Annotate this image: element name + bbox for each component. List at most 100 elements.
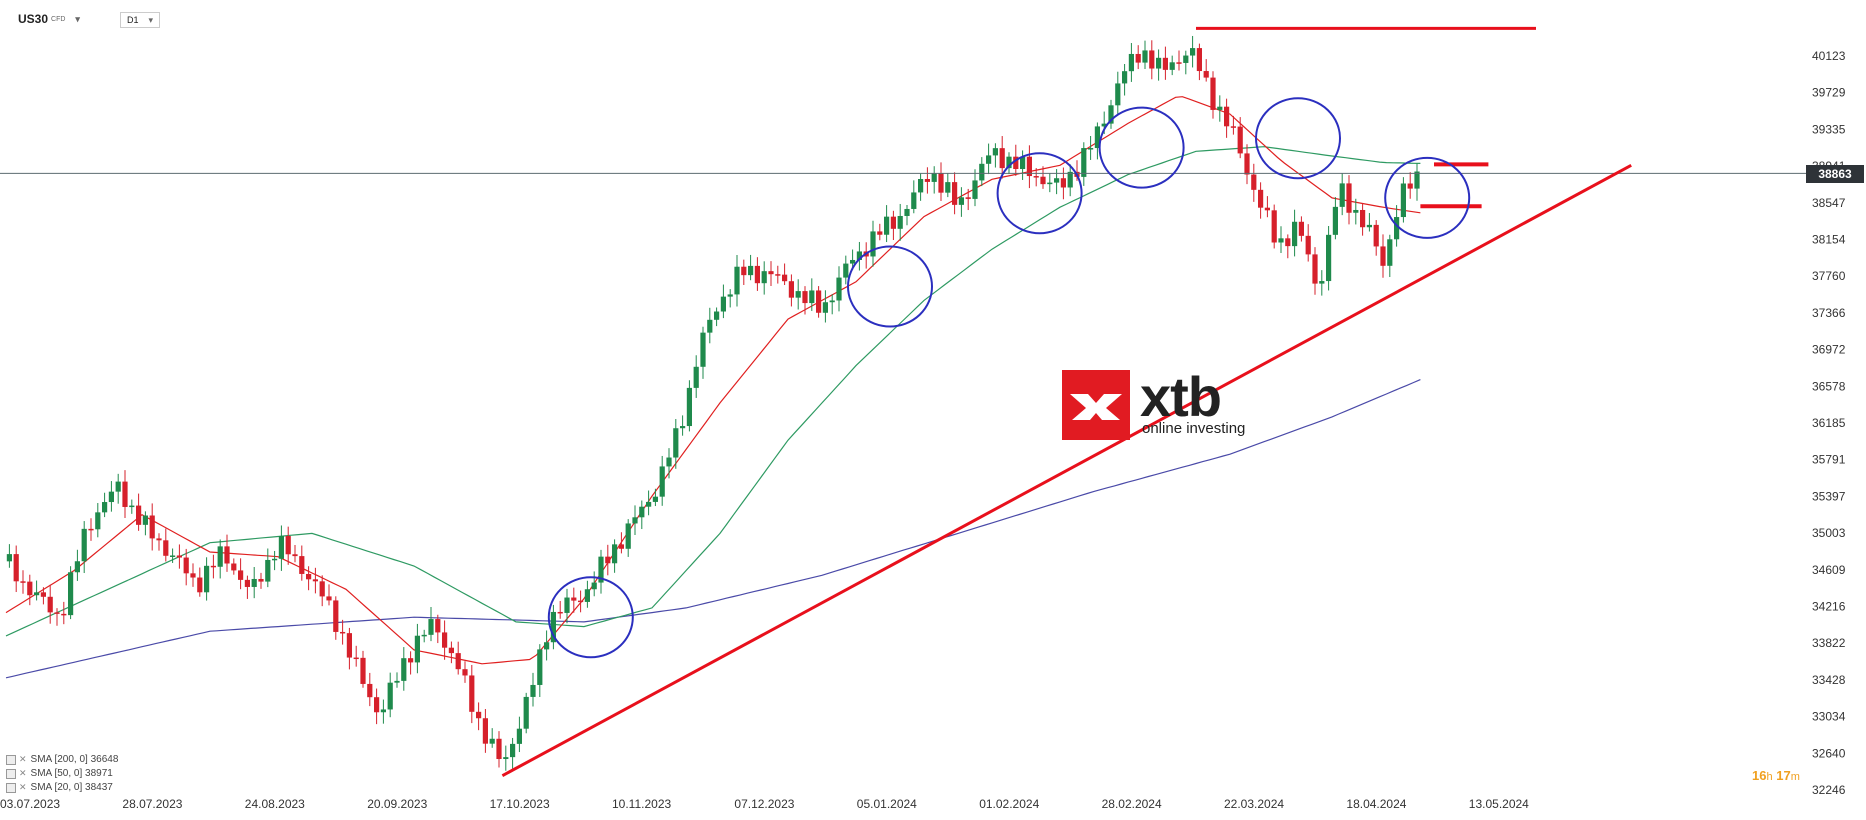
candle-body	[469, 675, 475, 712]
candle-body	[312, 579, 318, 582]
candle-body	[374, 697, 380, 713]
candle-body	[578, 600, 584, 603]
timer-minutes: 17	[1776, 768, 1791, 783]
y-tick-label: 37760	[1812, 269, 1846, 283]
candle-body	[632, 517, 638, 524]
candle-body	[612, 544, 618, 564]
indicator-settings-icon[interactable]	[6, 754, 16, 765]
candle-body	[1060, 178, 1066, 188]
candle-body	[965, 197, 971, 199]
candle-body	[958, 197, 964, 205]
candle-body	[115, 481, 121, 492]
candle-body	[74, 561, 80, 573]
candle-body	[1339, 183, 1345, 207]
candle-body	[108, 491, 114, 503]
candle-body	[822, 302, 828, 313]
highlight-circle	[547, 576, 634, 659]
candle-body	[945, 182, 951, 193]
candle-body	[911, 192, 917, 209]
candle-body	[1278, 238, 1284, 243]
symbol-selector[interactable]: US30 CFD ▾	[18, 10, 80, 28]
indicator-settings-icon[interactable]	[6, 768, 16, 779]
xtb-logo-mark	[1062, 370, 1130, 440]
y-tick-label: 33428	[1812, 673, 1846, 687]
indicator-settings-icon[interactable]	[6, 782, 16, 793]
candle-body	[877, 231, 883, 235]
y-tick-label: 33034	[1812, 710, 1846, 724]
candle-body	[238, 570, 244, 580]
x-tick-label: 13.05.2024	[1469, 797, 1529, 811]
candle-body	[768, 271, 774, 275]
x-tick-label: 28.07.2023	[122, 797, 182, 811]
candle-body	[727, 294, 733, 297]
candle-body	[6, 554, 12, 562]
candle-body	[1006, 156, 1012, 169]
candle-body	[1292, 221, 1298, 247]
xtb-logo-tagline: online investing	[1142, 420, 1246, 437]
y-tick-label: 40123	[1812, 49, 1846, 63]
candle-body	[421, 634, 427, 637]
candle-body	[924, 179, 930, 182]
indicator-legend-sma20[interactable]: ✕ SMA [20, 0] 38437	[6, 782, 113, 793]
candle-body	[1149, 50, 1155, 69]
candle-body	[666, 457, 672, 467]
candle-body	[598, 556, 604, 583]
candle-body	[1040, 176, 1046, 185]
candle-body	[47, 596, 53, 613]
candle-body	[1271, 210, 1277, 243]
candle-body	[1380, 246, 1386, 266]
candle-body	[122, 481, 128, 507]
candle-body	[673, 428, 679, 458]
candle-body	[856, 251, 862, 260]
candle-body	[1414, 171, 1420, 189]
candle-body	[748, 265, 754, 276]
candle-body	[1081, 148, 1087, 177]
chevron-down-icon: ▾	[148, 14, 154, 25]
candle-body	[1373, 224, 1379, 247]
candle-body	[782, 274, 788, 282]
candle-body	[34, 592, 40, 596]
indicator-legend-sma50[interactable]: ✕ SMA [50, 0] 38971	[6, 768, 113, 779]
candle-body	[1190, 48, 1196, 56]
candle-body	[999, 148, 1005, 169]
candle-body	[360, 657, 366, 684]
candle-body	[1169, 62, 1175, 70]
x-tick-label: 24.08.2023	[245, 797, 305, 811]
indicator-legend-sma200[interactable]: ✕ SMA [200, 0] 36648	[6, 754, 118, 765]
candle-body	[414, 635, 420, 663]
candle-body	[20, 581, 26, 583]
candle-body	[1108, 105, 1114, 124]
timer-hours-unit: h	[1766, 771, 1773, 783]
timer-hours: 16	[1752, 768, 1767, 783]
candle-body	[1251, 174, 1257, 190]
close-icon[interactable]: ✕	[19, 768, 27, 778]
candle-body	[224, 546, 230, 564]
candle-body	[1237, 126, 1243, 154]
close-icon[interactable]: ✕	[19, 754, 27, 764]
candle-body	[816, 290, 822, 313]
candle-body	[455, 653, 461, 670]
candle-body	[61, 613, 67, 616]
candle-body	[1128, 53, 1134, 72]
chevron-down-icon: ▾	[75, 13, 80, 24]
close-icon[interactable]: ✕	[19, 782, 27, 792]
sma20-line	[5, 96, 1421, 665]
candle-body	[1033, 176, 1039, 178]
candle-body	[1196, 48, 1202, 72]
timeframe-selector[interactable]: D1 ▾	[120, 12, 161, 28]
candle-body	[1183, 55, 1189, 63]
candle-body	[340, 631, 346, 634]
y-tick-label: 35003	[1812, 526, 1846, 540]
y-tick-label: 36578	[1812, 379, 1846, 393]
candle-body	[380, 709, 386, 713]
candle-body	[986, 155, 992, 164]
candle-body	[734, 266, 740, 295]
candle-body	[272, 558, 278, 561]
candle-body	[1176, 62, 1182, 64]
candle-body	[938, 173, 944, 193]
candle-body	[244, 579, 250, 587]
candle-body	[741, 266, 747, 276]
candle-body	[367, 683, 373, 698]
